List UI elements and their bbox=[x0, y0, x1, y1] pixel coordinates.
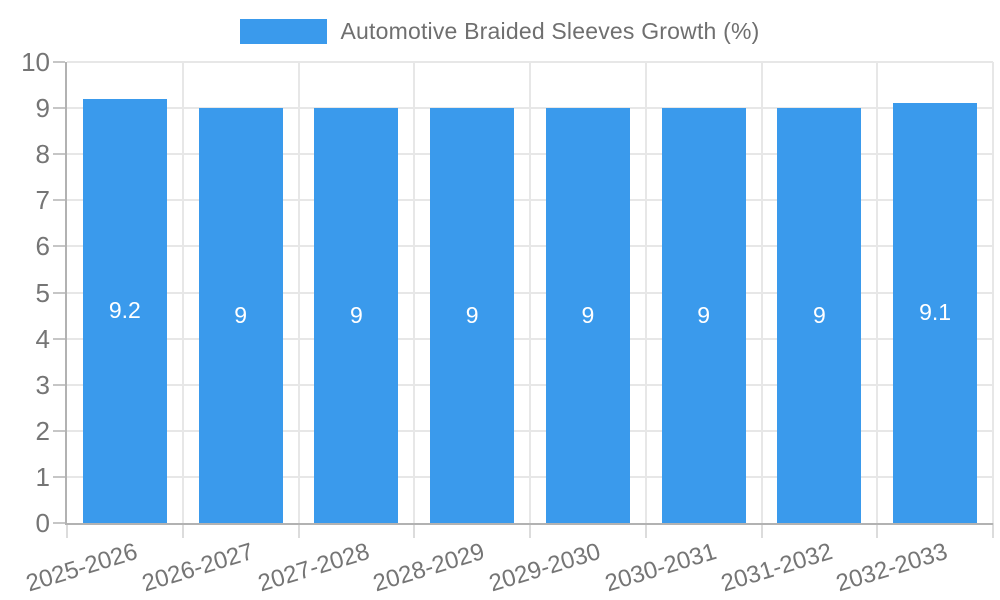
bar-value-label: 9.2 bbox=[108, 296, 141, 323]
y-axis-line bbox=[65, 62, 67, 525]
y-tick-mark bbox=[53, 199, 65, 202]
y-tick-label: 1 bbox=[35, 461, 50, 492]
bar[interactable] bbox=[430, 108, 515, 523]
bar[interactable] bbox=[314, 108, 399, 523]
x-tick-label: 2029-2030 bbox=[486, 538, 604, 598]
x-tick-mark bbox=[992, 523, 994, 538]
y-tick-mark bbox=[53, 522, 65, 524]
bar-value-label: 9 bbox=[812, 301, 826, 328]
v-gridline bbox=[182, 62, 184, 523]
x-tick-label: 2031-2032 bbox=[717, 538, 836, 598]
bar-value-label: 9 bbox=[581, 301, 595, 328]
y-tick-mark bbox=[53, 107, 65, 110]
y-tick-label: 0 bbox=[35, 508, 50, 538]
legend-swatch bbox=[240, 19, 328, 44]
y-tick-mark bbox=[53, 429, 65, 432]
x-tick-mark bbox=[529, 523, 531, 538]
y-tick-mark bbox=[53, 245, 65, 248]
y-tick-label: 4 bbox=[35, 323, 50, 354]
bar[interactable] bbox=[661, 108, 746, 523]
v-gridline bbox=[876, 62, 878, 523]
y-tick-mark bbox=[53, 383, 65, 386]
v-gridline bbox=[529, 62, 531, 523]
y-tick-label: 9 bbox=[35, 93, 50, 124]
x-tick-label: 2028-2029 bbox=[370, 538, 489, 598]
x-axis-line bbox=[65, 523, 993, 525]
y-tick-mark bbox=[53, 337, 65, 340]
y-tick-label: 10 bbox=[21, 47, 50, 77]
bar-value-label: 9.1 bbox=[919, 299, 952, 326]
bar-value-label: 9 bbox=[465, 301, 479, 328]
x-tick-mark bbox=[876, 523, 878, 538]
x-tick-mark bbox=[66, 523, 68, 538]
x-tick-label: 2030-2031 bbox=[601, 538, 720, 598]
x-tick-mark bbox=[298, 523, 300, 538]
y-tick-mark bbox=[53, 61, 65, 63]
y-tick-label: 6 bbox=[35, 231, 50, 262]
v-gridline bbox=[298, 62, 300, 523]
v-gridline bbox=[645, 62, 647, 523]
bar[interactable] bbox=[545, 108, 630, 523]
bar[interactable] bbox=[893, 103, 978, 523]
x-tick-label: 2027-2028 bbox=[254, 538, 373, 598]
x-tick-label: 2032-2033 bbox=[833, 538, 952, 598]
bar[interactable] bbox=[777, 108, 862, 523]
bar[interactable] bbox=[198, 108, 283, 523]
bar-value-label: 9 bbox=[349, 301, 363, 328]
y-tick-mark bbox=[53, 153, 65, 156]
bar-value-label: 9 bbox=[234, 301, 248, 328]
v-gridline bbox=[761, 62, 763, 523]
y-tick-label: 7 bbox=[35, 185, 50, 216]
legend-label: Automotive Braided Sleeves Growth (%) bbox=[340, 18, 760, 44]
y-tick-label: 5 bbox=[35, 277, 50, 308]
v-gridline bbox=[992, 62, 994, 523]
x-tick-label: 2025-2026 bbox=[23, 538, 141, 598]
x-tick-mark bbox=[761, 523, 763, 538]
y-tick-mark bbox=[53, 291, 65, 294]
x-tick-mark bbox=[182, 523, 184, 538]
bar-value-label: 9 bbox=[697, 301, 711, 328]
y-tick-mark bbox=[53, 475, 65, 478]
x-tick-mark bbox=[645, 523, 647, 538]
x-tick-label: 2026-2027 bbox=[138, 538, 257, 598]
y-tick-label: 3 bbox=[35, 369, 50, 400]
v-gridline bbox=[413, 62, 415, 523]
x-tick-mark bbox=[413, 523, 415, 538]
plot-area: 9.2 9 9 9 9 9 9 9.1 bbox=[53, 61, 994, 538]
bar[interactable] bbox=[82, 98, 167, 523]
legend[interactable]: Automotive Braided Sleeves Growth (%) bbox=[0, 18, 1000, 45]
y-tick-label: 8 bbox=[35, 139, 50, 170]
y-tick-label: 2 bbox=[35, 415, 50, 446]
